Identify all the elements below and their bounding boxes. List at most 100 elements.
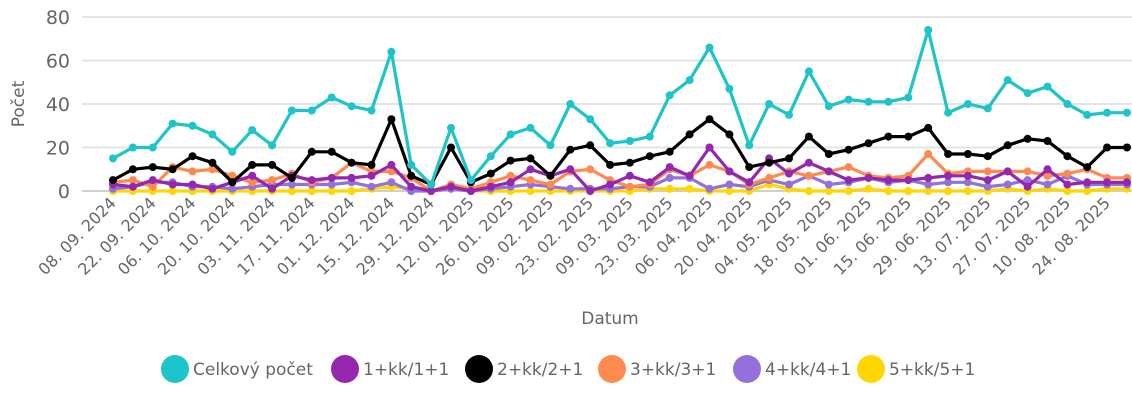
- data-point[interactable]: [804, 187, 813, 195]
- data-point[interactable]: [725, 187, 734, 195]
- data-point[interactable]: [884, 97, 893, 106]
- data-point[interactable]: [228, 147, 237, 156]
- data-point[interactable]: [665, 91, 674, 100]
- data-point[interactable]: [268, 184, 277, 193]
- data-point[interactable]: [685, 184, 694, 193]
- data-point[interactable]: [347, 173, 356, 182]
- data-point[interactable]: [745, 178, 754, 187]
- data-point[interactable]: [685, 76, 694, 85]
- data-point[interactable]: [904, 187, 913, 195]
- data-point[interactable]: [844, 187, 853, 195]
- data-point[interactable]: [128, 143, 137, 152]
- data-point[interactable]: [606, 160, 615, 169]
- data-point[interactable]: [287, 106, 296, 115]
- data-point[interactable]: [924, 180, 933, 189]
- data-point[interactable]: [963, 178, 972, 187]
- data-point[interactable]: [168, 187, 177, 195]
- data-point[interactable]: [327, 173, 336, 182]
- data-point[interactable]: [168, 180, 177, 189]
- data-point[interactable]: [884, 187, 893, 195]
- data-point[interactable]: [486, 182, 495, 191]
- data-point[interactable]: [1003, 180, 1012, 189]
- data-point[interactable]: [546, 141, 555, 150]
- data-point[interactable]: [208, 130, 217, 139]
- data-point[interactable]: [566, 100, 575, 108]
- data-point[interactable]: [904, 176, 913, 185]
- data-point[interactable]: [725, 180, 734, 189]
- data-point[interactable]: [824, 167, 833, 176]
- data-point[interactable]: [963, 150, 972, 158]
- data-point[interactable]: [387, 47, 396, 56]
- data-point[interactable]: [367, 106, 376, 115]
- data-point[interactable]: [228, 178, 237, 187]
- data-point[interactable]: [725, 167, 734, 176]
- data-point[interactable]: [1083, 178, 1092, 187]
- data-point[interactable]: [1103, 143, 1112, 152]
- data-point[interactable]: [824, 180, 833, 189]
- data-point[interactable]: [924, 150, 933, 158]
- data-point[interactable]: [1123, 178, 1131, 187]
- data-point[interactable]: [566, 165, 575, 174]
- data-point[interactable]: [1083, 187, 1092, 195]
- data-point[interactable]: [606, 180, 615, 189]
- data-point[interactable]: [506, 178, 515, 187]
- data-point[interactable]: [526, 176, 535, 185]
- data-point[interactable]: [546, 171, 555, 180]
- data-point[interactable]: [785, 180, 793, 189]
- data-point[interactable]: [1003, 141, 1012, 150]
- data-point[interactable]: [924, 123, 933, 132]
- data-point[interactable]: [526, 123, 535, 132]
- data-point[interactable]: [844, 176, 853, 185]
- data-point[interactable]: [148, 182, 157, 191]
- data-point[interactable]: [705, 184, 714, 193]
- data-point[interactable]: [1043, 137, 1052, 145]
- data-point[interactable]: [526, 187, 535, 195]
- data-point[interactable]: [506, 130, 515, 139]
- data-point[interactable]: [148, 143, 157, 152]
- data-point[interactable]: [268, 141, 277, 150]
- data-point[interactable]: [486, 152, 495, 161]
- data-point[interactable]: [1063, 152, 1072, 161]
- data-point[interactable]: [466, 176, 475, 185]
- data-point[interactable]: [944, 150, 953, 158]
- data-point[interactable]: [804, 171, 813, 180]
- data-point[interactable]: [864, 184, 873, 193]
- data-point[interactable]: [387, 115, 396, 124]
- data-point[interactable]: [804, 158, 813, 167]
- data-point[interactable]: [586, 187, 595, 195]
- data-point[interactable]: [745, 163, 754, 172]
- data-point[interactable]: [844, 95, 853, 104]
- data-point[interactable]: [248, 160, 257, 169]
- data-point[interactable]: [1043, 180, 1052, 189]
- data-point[interactable]: [983, 176, 992, 185]
- data-point[interactable]: [1023, 89, 1032, 98]
- data-point[interactable]: [327, 187, 336, 195]
- data-point[interactable]: [705, 143, 714, 152]
- data-point[interactable]: [1123, 108, 1131, 117]
- data-point[interactable]: [1003, 167, 1012, 176]
- data-point[interactable]: [705, 43, 714, 52]
- data-point[interactable]: [1023, 167, 1032, 176]
- data-point[interactable]: [307, 106, 316, 115]
- data-point[interactable]: [168, 119, 177, 128]
- legend-item[interactable]: 2+kk/2+1: [465, 355, 583, 383]
- data-point[interactable]: [1083, 163, 1092, 172]
- data-point[interactable]: [566, 184, 575, 193]
- data-point[interactable]: [665, 147, 674, 156]
- data-point[interactable]: [506, 156, 515, 165]
- data-point[interactable]: [486, 169, 495, 178]
- data-point[interactable]: [824, 102, 833, 111]
- data-point[interactable]: [307, 176, 316, 185]
- data-point[interactable]: [307, 187, 316, 195]
- data-point[interactable]: [625, 137, 634, 145]
- data-point[interactable]: [765, 173, 774, 182]
- data-point[interactable]: [427, 180, 436, 189]
- data-point[interactable]: [128, 165, 137, 174]
- data-point[interactable]: [546, 180, 555, 189]
- data-point[interactable]: [665, 173, 674, 182]
- data-point[interactable]: [526, 154, 535, 163]
- data-point[interactable]: [327, 180, 336, 189]
- data-point[interactable]: [606, 139, 615, 148]
- data-point[interactable]: [347, 187, 356, 195]
- data-point[interactable]: [625, 171, 634, 180]
